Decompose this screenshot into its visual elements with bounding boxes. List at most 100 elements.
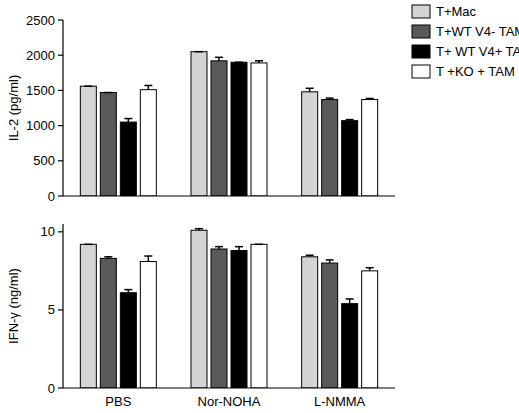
- x-axis: [63, 195, 395, 196]
- x-tick-label: PBS: [105, 394, 131, 409]
- error-bar: [326, 260, 334, 263]
- legend-swatch: [412, 65, 430, 78]
- y-tick-label: 1500: [26, 83, 55, 98]
- error-cap: [104, 92, 112, 94]
- y-tick: [58, 55, 63, 56]
- legend-swatch: [412, 45, 430, 58]
- error-cap: [195, 51, 203, 53]
- y-tick: [58, 195, 63, 196]
- legend-label: T+Mac: [436, 4, 477, 19]
- error-bar: [306, 255, 314, 257]
- error-bar: [195, 51, 203, 52]
- y-tick: [58, 387, 63, 388]
- error-bar: [366, 268, 374, 271]
- y-axis: [62, 224, 63, 388]
- panel: 05001000150020002500IL-2 (pg/ml): [6, 13, 395, 204]
- y-tick: [58, 125, 63, 126]
- bar: [100, 93, 116, 196]
- error-cap: [255, 60, 263, 62]
- panel: 0 5 10 PBS Nor-NOHA L-NMMA IFN-γ (ng/ml): [6, 224, 395, 409]
- error-cap: [104, 256, 112, 258]
- y-tick-label: 5: [48, 302, 55, 317]
- error-cap: [255, 244, 263, 246]
- chart-root: 05001000150020002500IL-2 (pg/ml)T+MacT+W…: [0, 0, 519, 413]
- error-stem: [148, 256, 150, 261]
- error-cap: [124, 289, 132, 291]
- bar: [140, 261, 156, 388]
- legend-label: T+WT V4- TAM: [436, 24, 519, 39]
- bar: [80, 244, 96, 388]
- error-cap: [144, 255, 152, 257]
- y-axis-label: IFN-γ (ng/ml): [6, 268, 21, 344]
- bar: [191, 52, 207, 196]
- bar: [362, 271, 378, 388]
- y-tick-label: 2000: [26, 48, 55, 63]
- error-cap: [144, 85, 152, 87]
- error-cap: [215, 57, 223, 59]
- y-tick: [58, 160, 63, 161]
- bars: [80, 229, 377, 388]
- y-tick: [58, 90, 63, 91]
- bar: [342, 121, 358, 196]
- bar: [251, 63, 267, 196]
- bar: [120, 122, 136, 196]
- error-bar: [144, 85, 152, 89]
- y-tick-label: 0: [48, 189, 55, 204]
- error-cap: [326, 97, 334, 99]
- error-bar: [255, 244, 263, 245]
- error-bar: [366, 98, 374, 99]
- y-tick: [58, 309, 63, 310]
- error-cap: [235, 246, 243, 248]
- bar: [302, 92, 318, 196]
- y-tick: [58, 19, 63, 20]
- x-tick-label: Nor-NOHA: [198, 394, 261, 409]
- error-bar: [215, 247, 223, 249]
- error-cap: [215, 246, 223, 248]
- y-tick-label: 10: [41, 224, 55, 239]
- error-cap: [195, 228, 203, 230]
- error-bar: [104, 257, 112, 259]
- bar: [362, 100, 378, 196]
- x-tick-label: L-NMMA: [314, 394, 366, 409]
- y-axis-label: IL-2 (pg/ml): [6, 75, 21, 141]
- bars: [80, 52, 377, 196]
- legend: T+Mac T+WT V4- TAM T+ WT V4+ TAM T +KO + TA…: [412, 4, 519, 79]
- bar: [251, 244, 267, 388]
- error-bar: [346, 299, 354, 304]
- bar: [211, 249, 227, 388]
- bar: [80, 86, 96, 196]
- error-bar: [235, 247, 243, 251]
- y-tick-label: 2500: [26, 13, 55, 28]
- legend-label: T+ WT V4+ TAM: [436, 44, 519, 59]
- error-bar: [84, 244, 92, 245]
- error-bar: [104, 92, 112, 93]
- y-axis: [62, 20, 63, 196]
- error-cap: [346, 119, 354, 121]
- error-bar: [255, 61, 263, 63]
- bar: [302, 257, 318, 388]
- error-bar: [84, 86, 92, 87]
- legend-label: T +KO + TAM: [436, 64, 515, 79]
- error-bar: [326, 98, 334, 99]
- bar: [140, 90, 156, 196]
- error-bar: [346, 120, 354, 121]
- error-cap: [235, 61, 243, 63]
- error-cap: [366, 267, 374, 269]
- error-bar: [144, 256, 152, 261]
- error-bar: [124, 119, 132, 123]
- y-tick-label: 1000: [26, 118, 55, 133]
- legend-swatch: [412, 25, 430, 38]
- error-cap: [346, 298, 354, 300]
- error-bar: [215, 57, 223, 61]
- error-cap: [306, 88, 314, 90]
- error-cap: [84, 244, 92, 246]
- bar: [191, 230, 207, 388]
- y-tick: [58, 231, 63, 232]
- error-cap: [124, 118, 132, 120]
- bar: [100, 258, 116, 388]
- bar: [120, 293, 136, 388]
- y-tick-label: 0: [48, 381, 55, 396]
- error-cap: [306, 254, 314, 256]
- error-bar: [195, 229, 203, 231]
- bar: [211, 61, 227, 196]
